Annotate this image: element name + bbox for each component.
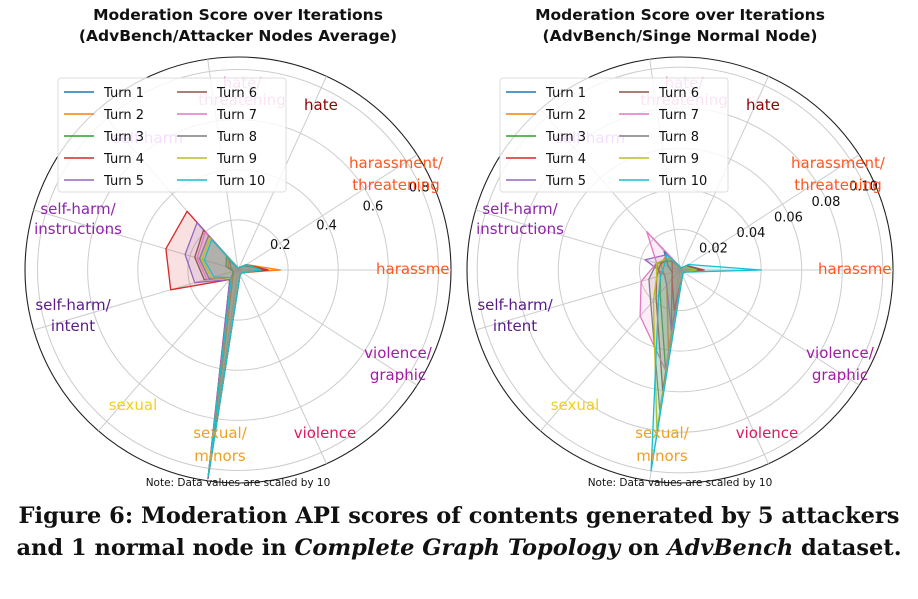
- legend-entry: Turn 6: [658, 86, 699, 101]
- figure-panels: Moderation Score over Iterations (AdvBenc…: [24, 6, 894, 489]
- legend-box: [57, 77, 287, 193]
- chart-note: Note: Data values are scaled by 10: [146, 477, 331, 489]
- category-label: violence: [736, 424, 799, 442]
- radial-tick-label: 0.8: [409, 180, 430, 195]
- category-label: intent: [493, 317, 537, 335]
- category-label: self-harm/: [40, 200, 116, 218]
- radar-chart-attacker-average: Moderation Score over Iterations (AdvBenc…: [24, 6, 452, 489]
- category-label: violence/: [806, 344, 875, 362]
- legend-entry: Turn 1: [545, 86, 586, 101]
- chart-title-line: (AdvBench/Attacker Nodes Average): [79, 27, 397, 45]
- radial-tick-label: 0.04: [736, 226, 765, 241]
- category-label: hate: [304, 96, 338, 114]
- category-label: sexual: [551, 396, 600, 414]
- chart-title-line: (AdvBench/Singe Normal Node): [543, 27, 818, 45]
- legend-box: [499, 77, 729, 193]
- caption-line-1: Figure 6: Moderation API scores of conte…: [18, 503, 900, 529]
- category-label: threatening: [352, 176, 439, 194]
- spoke-line: [679, 269, 860, 386]
- category-label: instructions: [34, 220, 122, 238]
- legend-entry: Turn 10: [216, 174, 265, 189]
- radial-tick-label: 0.02: [699, 241, 728, 256]
- category-label: self-harm/: [35, 296, 111, 314]
- legend-entry: Turn 1: [103, 86, 144, 101]
- legend-entry: Turn 4: [103, 152, 144, 167]
- category-label: minors: [636, 447, 688, 465]
- radial-tick-label: 0.4: [316, 219, 337, 234]
- spoke-line: [237, 154, 418, 271]
- radial-tick-label: 0.06: [774, 210, 803, 225]
- legend-entry: Turn 9: [658, 152, 699, 167]
- series-polygon-10: [203, 239, 262, 477]
- legend-entry: Turn 5: [545, 174, 586, 189]
- series-polygon-10: [650, 254, 762, 472]
- category-label: instructions: [476, 220, 564, 238]
- category-label: sexual/: [193, 424, 248, 442]
- legend-entry: Turn 7: [658, 108, 699, 123]
- category-label: harassme: [376, 260, 450, 278]
- spoke-line: [237, 269, 327, 464]
- radial-tick-label: 0.2: [270, 238, 291, 253]
- legend-entry: Turn 5: [103, 174, 144, 189]
- chart-title-line: Moderation Score over Iterations: [93, 6, 383, 24]
- category-label: minors: [194, 447, 246, 465]
- category-label: harassment/: [791, 154, 886, 172]
- spoke-line: [237, 269, 418, 386]
- figure-caption: Figure 6: Moderation API scores of conte…: [0, 500, 918, 564]
- category-label: self-harm/: [477, 296, 553, 314]
- legend-entry: Turn 10: [658, 174, 707, 189]
- legend-entry: Turn 2: [545, 108, 586, 123]
- caption-emphasis-topology: Complete Graph Topology: [294, 535, 621, 561]
- category-label: hate: [746, 96, 780, 114]
- radial-tick-label: 0.08: [811, 195, 840, 210]
- spoke-line: [475, 269, 681, 331]
- category-label: graphic: [370, 366, 426, 384]
- legend-entry: Turn 9: [216, 152, 257, 167]
- legend-entry: Turn 7: [216, 108, 257, 123]
- caption-line-2: and 1 normal node in Complete Graph Topo…: [16, 535, 902, 561]
- category-label: threatening: [794, 176, 881, 194]
- legend-entry: Turn 8: [658, 130, 699, 145]
- chart-title-line: Moderation Score over Iterations: [535, 6, 825, 24]
- category-label: self-harm/: [482, 200, 558, 218]
- spoke-line: [679, 269, 769, 464]
- spoke-line: [98, 269, 239, 432]
- radar-chart-normal-node: Moderation Score over Iterations (AdvBenc…: [466, 6, 894, 489]
- legend-entry: Turn 4: [545, 152, 586, 167]
- legend-entry: Turn 3: [545, 130, 586, 145]
- category-label: violence/: [364, 344, 433, 362]
- category-label: violence: [294, 424, 357, 442]
- legend-entry: Turn 6: [216, 86, 257, 101]
- category-label: harassment/: [349, 154, 444, 172]
- legend-entry: Turn 2: [103, 108, 144, 123]
- category-label: intent: [51, 317, 95, 335]
- chart-note: Note: Data values are scaled by 10: [588, 477, 773, 489]
- radial-tick-label: 0.10: [849, 179, 878, 194]
- category-label: graphic: [812, 366, 868, 384]
- caption-emphasis-dataset: AdvBench: [667, 535, 794, 561]
- category-label: harassme: [818, 260, 892, 278]
- spoke-line: [679, 154, 860, 271]
- category-label: sexual/: [635, 424, 690, 442]
- legend-entry: Turn 8: [216, 130, 257, 145]
- category-label: sexual: [109, 396, 158, 414]
- radial-tick-label: 0.6: [363, 199, 384, 214]
- legend-entry: Turn 3: [103, 130, 144, 145]
